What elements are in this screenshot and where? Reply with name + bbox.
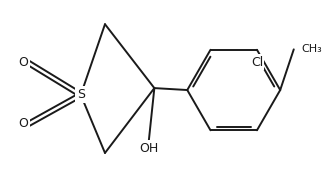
Text: CH₃: CH₃ [302,44,322,54]
Text: OH: OH [139,142,158,155]
Text: O: O [19,117,29,130]
Text: S: S [77,88,85,101]
Text: O: O [19,56,29,69]
Text: Cl: Cl [251,56,263,69]
